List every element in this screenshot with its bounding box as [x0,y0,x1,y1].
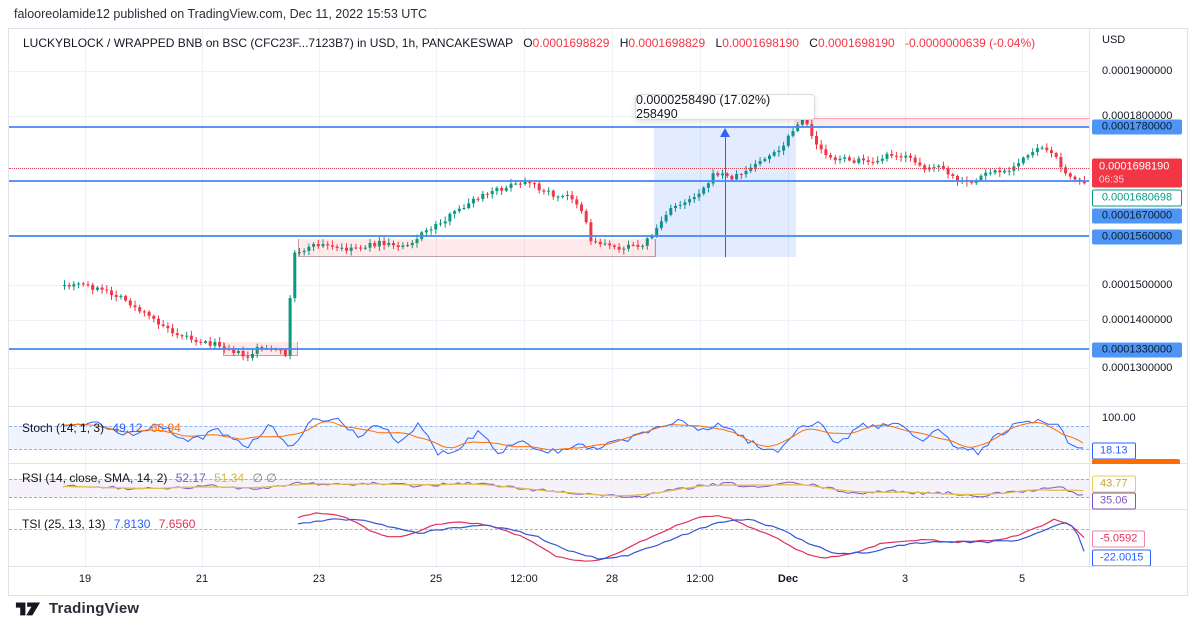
level-price-badge: 0.0001560000 [1092,229,1182,245]
drawings-layer [9,29,1089,566]
horizontal-level-line[interactable] [9,180,1089,182]
time-axis-tick: 12:00 [686,573,714,585]
rsi-overbought-oversold-band [9,479,1089,498]
last-price-line [9,168,1089,169]
change-value: -0.0000000639 (-0.04%) [905,36,1036,50]
tradingview-logo-text: TradingView [49,600,140,617]
stoch-overbought-oversold-band [9,426,1089,450]
symbol-title: LUCKYBLOCK / WRAPPED BNB on BSC (CFC23F.… [23,36,513,50]
low-value: 0.0001698190 [722,36,799,50]
time-axis-tick: 23 [312,573,326,585]
price-range-arrow-head [720,128,730,137]
last-price-value: 0.0001698190 [1099,160,1170,173]
indicator-bands-layer [9,29,1089,566]
open-label: O [523,36,533,50]
symbol-status-line[interactable]: LUCKYBLOCK / WRAPPED BNB on BSC (CFC23F.… [23,36,1035,50]
time-axis[interactable]: 19 21 23 25 12:00 28 12:00 Dec 3 5 [9,566,1187,594]
tradingview-logo[interactable]: TradingView [14,599,139,618]
tsi-fast-value: 7.8130 [113,517,151,531]
pane-divider[interactable] [9,463,1187,464]
level-price-badge: 0.0001330000 [1092,342,1182,358]
time-axis-tick: Dec [777,573,799,585]
price-scale-label: 0.0001300000 [1102,362,1173,374]
indicator-value-badge: -22.0015 [1092,549,1152,567]
price-range-arrow-line [725,136,726,257]
indicator-value-badge: 43.77 [1092,475,1136,493]
stoch-d-value: 60.94 [150,421,181,435]
time-axis-tick: 21 [195,573,209,585]
price-zone-drawing[interactable] [794,118,1089,128]
tsi-zero-line [9,529,1089,530]
high-label: H [619,36,629,50]
chart-area[interactable]: LUCKYBLOCK / WRAPPED BNB on BSC (CFC23F.… [9,29,1089,566]
time-axis-tick: 5 [1018,573,1026,585]
time-axis-tick: 3 [901,573,909,585]
measure-tooltip: 0.0000258490 (17.02%) 258490 [635,93,815,121]
rsi-ma-value: 51.34 [214,471,245,485]
pane-divider[interactable] [9,509,1187,510]
time-axis-tick: 12:00 [510,573,538,585]
price-scale-label: 0.0001800000 [1102,110,1173,122]
scale-currency-label: USD [1102,34,1126,46]
pane-divider[interactable] [9,406,1187,407]
indicator-price-badge: 0.0001680698 [1092,189,1182,207]
bar-countdown: 06:35 [1099,174,1125,186]
price-scale[interactable]: USD 0.0001900000 0.0001800000 0.0001500000… [1089,29,1187,567]
rsi-status-line[interactable]: RSI (14, close, SMA, 14, 2) 52.17 51.34 … [22,471,282,485]
price-scale-label: 0.0001400000 [1102,314,1173,326]
indicator-value-badge: 35.06 [1092,492,1136,510]
chart-card: LUCKYBLOCK / WRAPPED BNB on BSC (CFC23F.… [8,28,1188,596]
tsi-status-line[interactable]: TSI (25, 13, 13) 7.8130 7.6560 [22,517,200,531]
price-range-drawing[interactable] [654,128,796,257]
close-label: C [809,36,818,50]
horizontal-level-line[interactable] [9,235,1089,237]
tsi-slow-value: 7.6560 [158,517,196,531]
level-price-badge: 0.0001780000 [1092,119,1182,135]
stoch-status-line[interactable]: Stoch (14, 1, 3) 49.12 60.94 [22,421,186,435]
last-price-badge: 0.0001698190 06:35 [1092,158,1182,188]
time-axis-tick: 25 [429,573,443,585]
price-zone-drawing[interactable] [298,239,656,257]
open-value: 0.0001698829 [532,36,610,50]
level-price-badge: 0.0001670000 [1092,208,1182,224]
close-value: 0.0001698190 [817,36,895,50]
low-label: L [715,36,723,50]
high-value: 0.0001698829 [628,36,706,50]
attribution-bar: falooreolamide12 published on TradingVie… [0,0,1194,28]
rsi-extra-values: ∅ ∅ [252,471,277,485]
price-scale-label: 100.00 [1102,412,1136,424]
time-axis-tick: 28 [605,573,619,585]
stoch-k-value: 49.12 [112,421,143,435]
price-scale-label: 0.0001900000 [1102,65,1173,77]
tradingview-logo-icon [15,602,41,616]
time-axis-tick: 19 [78,573,92,585]
indicator-value-badge: 18.13 [1092,442,1136,460]
rsi-name: RSI (14, close, SMA, 14, 2) [22,471,168,485]
price-scale-label: 0.0001500000 [1102,279,1173,291]
stoch-name: Stoch (14, 1, 3) [22,421,105,435]
rsi-value: 52.17 [175,471,206,485]
horizontal-level-line[interactable] [9,126,1089,128]
measure-tooltip-text: 0.0000258490 (17.02%) 258490 [636,93,771,121]
indicator-value-badge: -5.0592 [1092,530,1146,548]
attribution-text: falooreolamide12 published on TradingVie… [14,7,427,21]
horizontal-level-line[interactable] [9,348,1089,350]
clipped-indicator-badge [1092,459,1180,464]
tsi-name: TSI (25, 13, 13) [22,517,106,531]
